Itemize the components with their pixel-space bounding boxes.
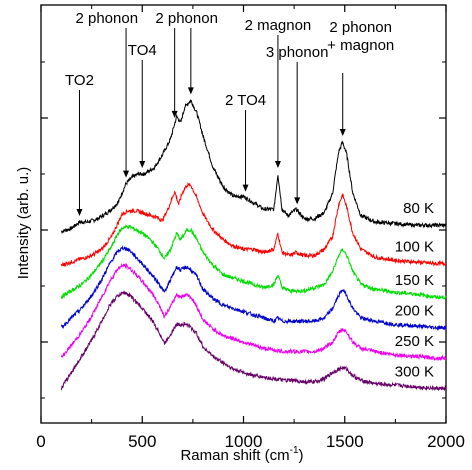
series-label: 300 K [395, 363, 434, 380]
x-tick-label: 500 [128, 432, 156, 451]
annotation-arrowhead [123, 170, 130, 178]
annotation-label: 2 TO4 [225, 92, 266, 109]
annotation-label: 2 magnon [245, 17, 312, 34]
annotation-arrowhead [171, 110, 178, 118]
x-axis-label: Raman shift (cm-1) [180, 445, 303, 464]
plot-border [40, 4, 447, 424]
x-tick-label: 1500 [326, 432, 364, 451]
annotation-arrowhead [242, 184, 249, 192]
plot-frame [40, 4, 447, 424]
annotation-arrowhead [294, 197, 301, 205]
series-line-200k [60, 245, 447, 331]
x-ticks: 0 500 1000 1500 2000 [36, 5, 465, 451]
series-label: 250 K [395, 333, 434, 350]
series-label: 200 K [395, 303, 434, 320]
annotation-arrowhead [76, 209, 83, 216]
y-ticks [41, 61, 446, 399]
annotation-arrowhead [187, 87, 194, 95]
series-line-250k [60, 262, 447, 362]
x-tick-label: 2000 [427, 432, 465, 451]
series-label: 100 K [395, 239, 434, 256]
annotation-arrowhead [139, 161, 146, 168]
x-axis-label-tail: ) [299, 447, 304, 464]
annotation-label: TO2 [65, 72, 94, 89]
series-group: 80 K 100 K 150 K 200 K 250 K 300 K [60, 99, 447, 392]
x-axis-label-main: Raman shift (cm [180, 447, 289, 464]
annotation-arrowhead [274, 161, 281, 168]
series-line-300k [60, 290, 447, 392]
x-tick-label: 1000 [225, 432, 263, 451]
series-label: 80 K [403, 200, 434, 217]
series-line-80k [60, 99, 447, 235]
annotation-label: TO4 [128, 42, 157, 59]
annotation-label: 3 phonon [266, 44, 329, 61]
annotation-label: 2 phonon [329, 19, 392, 36]
annotations-group: TO2 2 phonon TO4 2 phonon 2 TO4 2 magnon 3 pho… [65, 10, 394, 216]
annotation-label: 2 phonon [75, 10, 138, 27]
x-axis-label-sup: -1 [290, 445, 299, 456]
annotation-label: + magnon [327, 37, 394, 54]
series-line-100k [60, 182, 447, 268]
series-label: 150 K [395, 272, 434, 289]
x-tick-label: 0 [36, 432, 45, 451]
series-line-150k [60, 224, 447, 300]
y-axis-label: Intensity (arb. u.) [15, 167, 32, 280]
annotation-arrowhead [339, 129, 346, 136]
annotation-label: 2 phonon [155, 10, 218, 27]
